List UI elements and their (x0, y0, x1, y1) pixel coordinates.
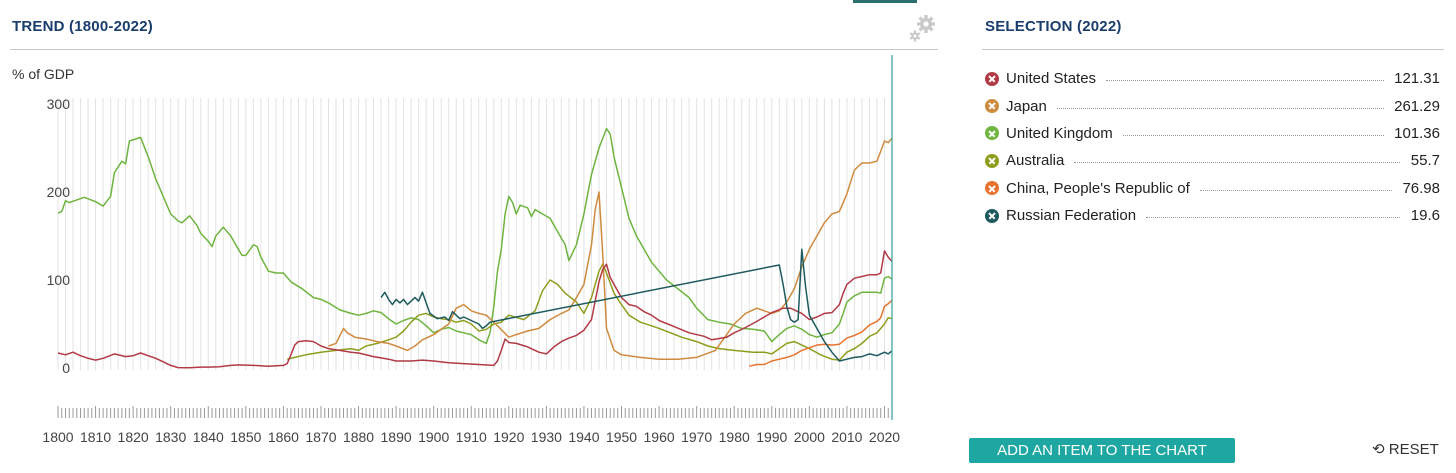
legend-series-value: 19.6 (1410, 207, 1440, 225)
legend-series-value: 261.29 (1394, 97, 1440, 115)
x-tick-label: 1840 (193, 429, 224, 445)
series-line (328, 137, 893, 360)
remove-x-icon[interactable] (985, 208, 999, 223)
trend-panel-title: TREND (1800-2022) (12, 18, 153, 35)
legend-series-name: Japan (1006, 97, 1047, 115)
legend-series-value: 55.7 (1410, 152, 1440, 170)
x-tick-label: 1910 (456, 429, 487, 445)
x-tick-label: 1900 (418, 429, 449, 445)
legend-series-name: China, People's Republic of (1006, 179, 1190, 197)
legend-item: United States 121.31 (985, 65, 1440, 92)
chart-gridlines (57, 98, 885, 370)
reset-icon: ⟲ (1372, 441, 1385, 458)
reset-label: RESET (1388, 441, 1439, 458)
x-tick-label: 1880 (343, 429, 374, 445)
x-tick-label: 2010 (831, 429, 862, 445)
remove-x-icon[interactable] (985, 71, 999, 86)
y-axis-label: % of GDP (12, 66, 75, 82)
trend-title-divider (10, 49, 938, 50)
legend-item: United Kingdom 101.36 (985, 120, 1440, 147)
x-tick-label: 1940 (568, 429, 599, 445)
remove-x-icon[interactable] (985, 99, 999, 114)
x-tick-label: 1950 (606, 429, 637, 445)
x-tick-label: 1810 (80, 429, 111, 445)
legend-leader-dots (1146, 217, 1400, 219)
selection-title-divider (982, 49, 1444, 50)
remove-x-icon[interactable] (985, 153, 999, 168)
remove-x-icon[interactable] (985, 126, 999, 141)
selection-legend: United States 121.31 Japan 261.29 United… (985, 65, 1440, 229)
x-tick-label: 1980 (719, 429, 750, 445)
selection-panel-title: SELECTION (2022) (985, 18, 1122, 35)
legend-series-value: 121.31 (1394, 70, 1440, 88)
legend-item: Australia 55.7 (985, 147, 1440, 174)
legend-leader-dots (1199, 189, 1393, 191)
legend-series-value: 101.36 (1394, 124, 1440, 142)
series-line (57, 250, 893, 369)
y-axis-tick-labels: 0 100 200 300 (47, 96, 71, 376)
y-tick-label: 100 (47, 272, 71, 288)
reset-button[interactable]: ⟲ RESET (1372, 440, 1439, 458)
x-tick-label: 1820 (118, 429, 149, 445)
legend-series-name: Russian Federation (1006, 207, 1137, 225)
x-tick-label: 1960 (644, 429, 675, 445)
legend-leader-dots (1122, 134, 1385, 136)
y-tick-label: 0 (62, 360, 70, 376)
remove-x-icon[interactable] (985, 181, 999, 196)
x-tick-label: 1870 (305, 429, 336, 445)
legend-series-name: Australia (1006, 152, 1065, 170)
series-line (380, 248, 893, 362)
legend-leader-dots (1106, 80, 1385, 82)
chart-series-lines (57, 127, 893, 369)
legend-item: Japan 261.29 (985, 92, 1440, 119)
x-tick-label: 1970 (681, 429, 712, 445)
legend-item: China, People's Republic of 76.98 (985, 175, 1440, 202)
series-line (287, 263, 893, 361)
series-line (57, 127, 893, 345)
x-tick-label: 1890 (381, 429, 412, 445)
x-tick-label: 1920 (493, 429, 524, 445)
legend-series-value: 76.98 (1402, 179, 1440, 197)
x-tick-label: 1990 (756, 429, 787, 445)
x-tick-label: 2020 (869, 429, 900, 445)
y-tick-label: 200 (47, 184, 71, 200)
x-tick-label: 2000 (794, 429, 825, 445)
x-tick-label: 1800 (42, 429, 73, 445)
x-tick-label: 1860 (268, 429, 299, 445)
legend-item: Russian Federation 19.6 (985, 202, 1440, 229)
x-tick-label: 1930 (531, 429, 562, 445)
x-tick-label: 1850 (230, 429, 261, 445)
gears-icon[interactable] (907, 14, 939, 44)
series-line (749, 299, 893, 367)
x-axis-minor-ticks (57, 406, 893, 418)
legend-leader-dots (1056, 107, 1385, 109)
legend-series-name: United States (1006, 70, 1097, 88)
active-tab-indicator (853, 0, 917, 3)
add-item-button[interactable]: ADD AN ITEM TO THE CHART (969, 438, 1235, 463)
x-tick-label: 1830 (155, 429, 186, 445)
y-tick-label: 300 (47, 96, 71, 112)
legend-leader-dots (1074, 162, 1400, 164)
x-axis-tick-labels: 1800 1810 1820 1830 1840 1850 1860 1870 1880 1890… (42, 429, 900, 445)
legend-series-name: United Kingdom (1006, 124, 1113, 142)
